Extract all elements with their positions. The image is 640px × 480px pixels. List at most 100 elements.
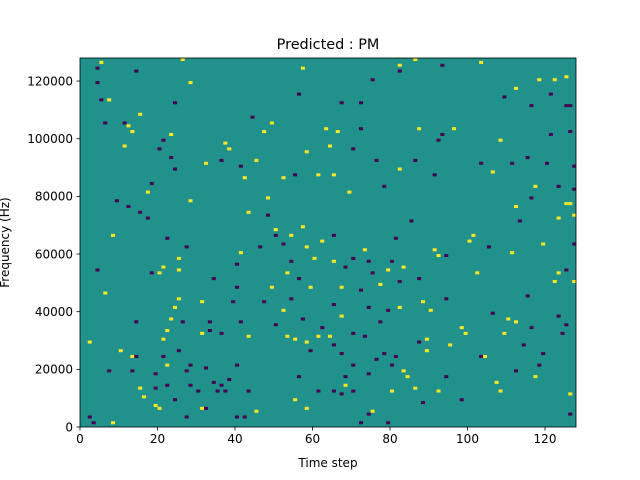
heatmap-cell <box>320 326 325 330</box>
heatmap-cell <box>417 127 422 131</box>
heatmap-cell <box>397 167 402 171</box>
heatmap-cell <box>486 245 491 249</box>
y-axis: 0 20000 40000 60000 80000 100000 120000 <box>27 74 80 434</box>
heatmap-cell <box>413 58 418 62</box>
heatmap-cell <box>424 349 429 353</box>
heatmap-cell <box>149 271 154 275</box>
heatmap-cell <box>572 279 577 284</box>
heatmap-cell <box>459 398 464 402</box>
heatmap-cell <box>173 167 178 171</box>
heatmap-cell <box>386 308 391 312</box>
heatmap-cell <box>176 297 181 301</box>
heatmap-cell <box>246 389 251 393</box>
y-tick-label: 0 <box>65 420 73 434</box>
heatmap-cell <box>184 415 189 419</box>
heatmap-cell <box>269 285 274 289</box>
heatmap-cell <box>564 202 569 206</box>
heatmap-cell <box>366 372 371 376</box>
heatmap-cell <box>149 181 154 185</box>
heatmap-cell <box>537 363 542 367</box>
heatmap-cell <box>444 254 449 258</box>
heatmap-cell <box>525 294 530 298</box>
heatmap-cell <box>370 78 375 82</box>
heatmap-cell <box>316 389 321 393</box>
heatmap-cell <box>173 101 178 105</box>
x-tick-label: 80 <box>382 432 397 446</box>
heatmap-cell <box>335 130 340 134</box>
heatmap-cell <box>91 421 96 425</box>
heatmap-cell <box>351 147 356 151</box>
heatmap-cell <box>169 132 174 136</box>
heatmap-cell <box>103 121 108 125</box>
heatmap-cell <box>153 372 158 376</box>
heatmap-cell <box>281 176 286 180</box>
heatmap-cell <box>161 265 166 269</box>
heatmap-cell <box>161 337 166 341</box>
heatmap-cell <box>184 369 189 373</box>
heatmap-cell <box>479 60 484 64</box>
heatmap-cell <box>386 268 391 272</box>
heatmap-cell <box>99 98 104 102</box>
heatmap-cell <box>413 158 418 162</box>
heatmap-cell <box>448 343 453 347</box>
heatmap-cell <box>339 352 344 356</box>
heatmap-cell <box>153 403 158 407</box>
heatmap-cell <box>479 354 484 358</box>
heatmap-cell <box>390 389 395 393</box>
heatmap-cell <box>432 173 437 177</box>
heatmap-cell <box>552 279 557 284</box>
heatmap-cell <box>235 285 240 289</box>
heatmap-cell <box>545 161 550 165</box>
heatmap-cell <box>362 334 367 338</box>
plot-frame <box>79 57 577 428</box>
heatmap-cell <box>397 305 402 309</box>
heatmap-cell <box>138 112 143 116</box>
heatmap-cell <box>300 225 305 229</box>
heatmap-cell <box>126 124 131 128</box>
heatmap-cell <box>440 132 445 136</box>
heatmap-cell <box>293 398 298 402</box>
heatmap-cell <box>238 320 243 324</box>
heatmap-cell <box>223 141 228 145</box>
x-tick-label: 120 <box>534 432 557 446</box>
heatmap-cell <box>390 363 395 367</box>
heatmap-cell <box>122 121 127 125</box>
heatmap-cell <box>556 271 561 275</box>
x-axis-label: Time step <box>297 456 357 470</box>
heatmap-cells <box>87 58 577 425</box>
heatmap-cell <box>169 317 174 321</box>
heatmap-cell <box>343 265 348 269</box>
heatmap-cell <box>165 236 170 240</box>
heatmap-cell <box>541 352 546 356</box>
heatmap-cell <box>463 331 468 335</box>
heatmap-cell <box>176 349 181 353</box>
heatmap-cell <box>475 271 480 275</box>
heatmap-cell <box>417 340 422 344</box>
heatmap-cell <box>370 409 375 413</box>
heatmap-cell <box>359 288 364 292</box>
heatmap-cell <box>107 369 112 373</box>
heatmap-cell <box>417 277 422 281</box>
heatmap-cell <box>138 386 143 390</box>
heatmap-cell <box>479 161 484 165</box>
heatmap-cell <box>440 63 445 67</box>
heatmap-cell <box>157 271 162 275</box>
heatmap-cell <box>200 300 205 304</box>
heatmap-cell <box>382 352 387 356</box>
heatmap-cell <box>142 395 147 399</box>
heatmap-cell <box>273 233 278 237</box>
heatmap-cell <box>173 398 178 402</box>
heatmap-cell <box>556 216 561 220</box>
heatmap-cell <box>359 101 364 105</box>
heatmap-cell <box>366 259 371 263</box>
heatmap-cell <box>541 242 546 246</box>
heatmap-cell <box>452 127 457 131</box>
heatmap-cell <box>204 161 209 165</box>
heatmap-cell <box>374 357 379 361</box>
y-tick-label: 40000 <box>35 305 73 319</box>
heatmap-cell <box>227 377 232 382</box>
heatmap-cell <box>421 300 426 304</box>
heatmap-cell <box>564 268 569 272</box>
heatmap-cell <box>87 415 92 419</box>
heatmap-cell <box>568 412 573 416</box>
